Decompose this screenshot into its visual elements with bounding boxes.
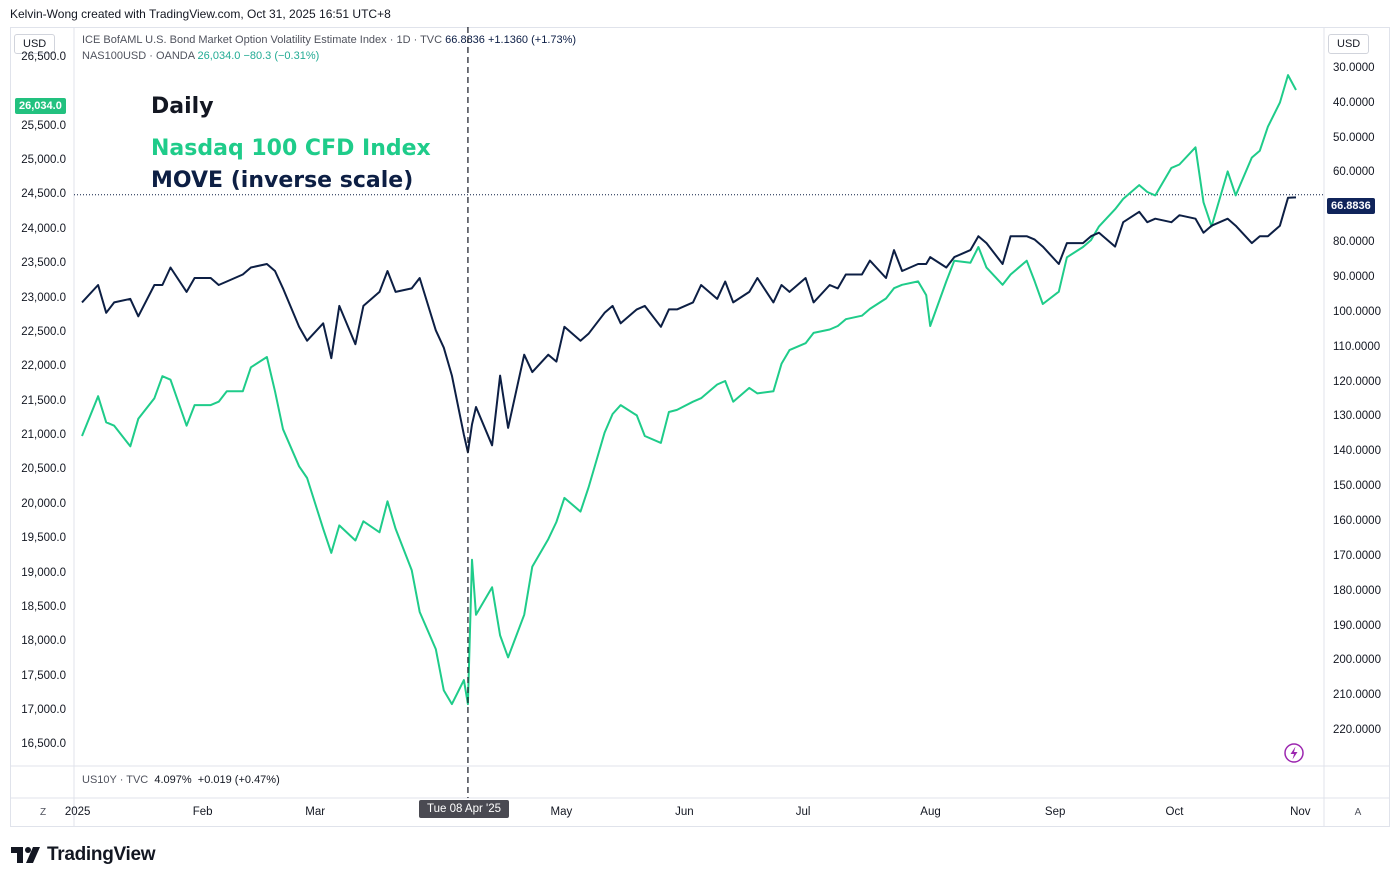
legend-ndx-title: NAS100USD · OANDA <box>82 50 195 62</box>
annotation-ndx: Nasdaq 100 CFD Index <box>151 136 431 161</box>
right-axis-tick-label: 170.0000 <box>1333 549 1381 562</box>
series-line-ndx[interactable] <box>81 74 1297 706</box>
left-currency-button[interactable]: USD <box>14 34 56 54</box>
tradingview-logo-text: TradingView <box>47 844 156 865</box>
tradingview-logo-icon <box>11 847 40 863</box>
time-axis-tick-label: Jul <box>795 806 811 818</box>
right-axis-tick-label: 190.0000 <box>1333 619 1381 632</box>
zoom-reset-button[interactable]: Z <box>39 807 47 818</box>
left-axis-tick-label: 17,000.0 <box>21 704 66 716</box>
left-axis-tick-label: 18,000.0 <box>21 635 66 648</box>
legend-us10y-title: US10Y · TVC <box>82 774 149 786</box>
right-axis-tick-label: 130.0000 <box>1333 410 1381 423</box>
left-axis-tick-label: 26,500.0 <box>21 50 66 63</box>
right-axis-tick-label: 140.0000 <box>1333 445 1381 458</box>
time-axis-tick-label: Aug <box>920 806 941 818</box>
chart-frame <box>10 27 1390 827</box>
left-axis-tick-label: 25,500.0 <box>21 119 66 132</box>
right-axis-tick-label: 60.0000 <box>1333 166 1375 179</box>
right-axis-tick-label: 30.0000 <box>1333 61 1375 74</box>
time-axis-tick-label: Mar <box>305 806 326 818</box>
left-axis-tick-label: 23,000.0 <box>21 291 66 304</box>
attribution-text: Kelvin-Wong created with TradingView.com… <box>10 7 391 21</box>
right-axis-tick-label: 120.0000 <box>1333 375 1381 388</box>
left-axis-tick-label: 19,500.0 <box>21 532 66 545</box>
legend-move[interactable]: ICE BofAML U.S. Bond Market Option Volat… <box>82 34 576 46</box>
time-axis-tick-label: Feb <box>192 806 213 818</box>
legend-us10y[interactable]: US10Y · TVC 4.097% +0.019 (+0.47%) <box>82 774 280 786</box>
legend-move-title: ICE BofAML U.S. Bond Market Option Volat… <box>82 34 443 46</box>
left-axis-tick-label: 21,500.0 <box>21 394 66 407</box>
right-axis-tick-label: 90.0000 <box>1333 270 1375 283</box>
legend-ndx-value: 26,034.0 <box>197 50 241 62</box>
left-axis-tick-label: 20,500.0 <box>21 463 66 476</box>
left-axis-tick-label: 20,000.0 <box>21 497 66 510</box>
left-axis-tick-label: 24,000.0 <box>21 222 66 235</box>
time-axis-tick-label: Jun <box>675 806 694 818</box>
right-axis-tick-label: 180.0000 <box>1333 584 1381 597</box>
annotation-daily: Daily <box>151 94 214 119</box>
right-axis-tick-label: 160.0000 <box>1333 514 1381 527</box>
tradingview-logo: TradingView <box>11 844 156 866</box>
legend-ndx-change: −80.3 (−0.31%) <box>243 50 320 62</box>
time-axis-tick-label: May <box>550 806 573 818</box>
right-axis-tick-label: 200.0000 <box>1333 654 1381 667</box>
right-axis-tick-label: 40.0000 <box>1333 96 1375 109</box>
crosshair-date-label: Tue 08 Apr '25 <box>419 800 510 818</box>
left-axis-tick-label: 23,500.0 <box>21 257 66 270</box>
legend-us10y-value: 4.097% <box>154 774 192 786</box>
right-currency-button[interactable]: USD <box>1328 34 1370 54</box>
left-axis-tick-label: 22,000.0 <box>21 360 66 373</box>
auto-scale-button[interactable]: A <box>1354 807 1362 818</box>
right-axis-tick-label: 110.0000 <box>1333 340 1381 353</box>
left-axis-tick-label: 21,000.0 <box>21 429 66 442</box>
move-price-tag: 66.8836 <box>1327 198 1375 214</box>
left-axis-tick-label: 18,500.0 <box>21 600 66 613</box>
left-axis-tick-label: 22,500.0 <box>21 325 66 338</box>
time-axis-tick-label: Nov <box>1290 806 1311 818</box>
right-axis-tick-label: 100.0000 <box>1333 305 1381 318</box>
legend-ndx[interactable]: NAS100USD · OANDA 26,034.0 −80.3 (−0.31%… <box>82 50 319 62</box>
right-axis-tick-label: 50.0000 <box>1333 131 1375 144</box>
left-axis-tick-label: 19,000.0 <box>21 566 66 579</box>
annotation-move: MOVE (inverse scale) <box>151 168 414 193</box>
left-axis-tick-label: 24,500.0 <box>21 188 66 201</box>
legend-us10y-change: +0.019 (+0.47%) <box>197 774 280 786</box>
right-axis-tick-label: 220.0000 <box>1333 724 1381 737</box>
time-axis-tick-label: 2025 <box>64 806 91 818</box>
right-axis-tick-label: 210.0000 <box>1333 689 1381 702</box>
ndx-price-tag: 26,034.0 <box>15 98 66 114</box>
legend-move-change: +1.1360 (+1.73%) <box>487 34 577 46</box>
series-line-move[interactable] <box>81 196 1297 454</box>
right-axis-tick-label: 150.0000 <box>1333 480 1381 493</box>
time-axis-tick-label: Sep <box>1044 806 1066 818</box>
left-axis-tick-label: 16,500.0 <box>21 738 66 751</box>
left-axis-tick-label: 17,500.0 <box>21 669 66 682</box>
lightning-icon[interactable] <box>1284 743 1304 763</box>
right-axis-tick-label: 80.0000 <box>1333 236 1375 249</box>
left-axis-tick-label: 25,000.0 <box>21 154 66 167</box>
time-axis-tick-label: Oct <box>1165 806 1184 818</box>
legend-move-value: 66.8836 <box>445 34 485 46</box>
